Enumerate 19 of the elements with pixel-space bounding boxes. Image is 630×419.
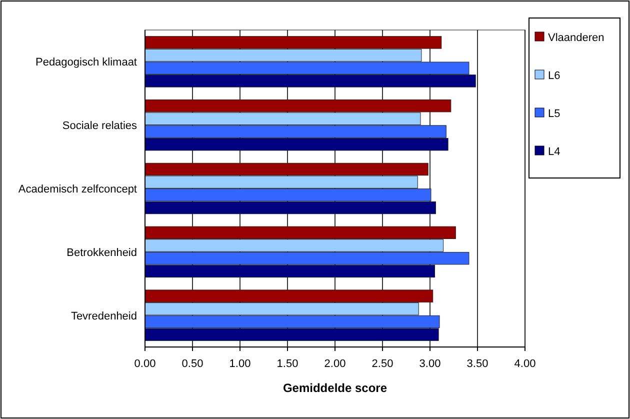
x-tick-label: 1.50 bbox=[276, 358, 298, 370]
x-tick-label: 1.00 bbox=[229, 358, 251, 370]
x-axis-title: Gemiddelde score bbox=[282, 381, 388, 395]
x-tick-label: 3.00 bbox=[419, 358, 441, 370]
x-tick-label: 0.00 bbox=[134, 358, 156, 370]
legend-label: Vlaanderen bbox=[548, 32, 604, 44]
y-tick-label: Tevredenheid bbox=[70, 310, 137, 322]
y-tick-label: Betrokkenheid bbox=[66, 246, 137, 259]
y-tick-label: Academisch zelfconcept bbox=[18, 184, 137, 196]
legend-label: L6 bbox=[548, 70, 560, 82]
x-tick-label: 2.50 bbox=[372, 358, 394, 370]
y-tick-label: Pedagogisch klimaat bbox=[35, 56, 137, 69]
x-tick-label: 2.00 bbox=[324, 358, 346, 370]
y-tick-label: Sociale relaties bbox=[62, 120, 138, 132]
legend-label: L5 bbox=[548, 108, 560, 120]
x-tick-label: 3.50 bbox=[466, 358, 488, 370]
legend-label: L4 bbox=[548, 146, 560, 158]
x-tick-label: 4.00 bbox=[514, 358, 536, 370]
x-tick-label: 0.50 bbox=[182, 358, 204, 370]
